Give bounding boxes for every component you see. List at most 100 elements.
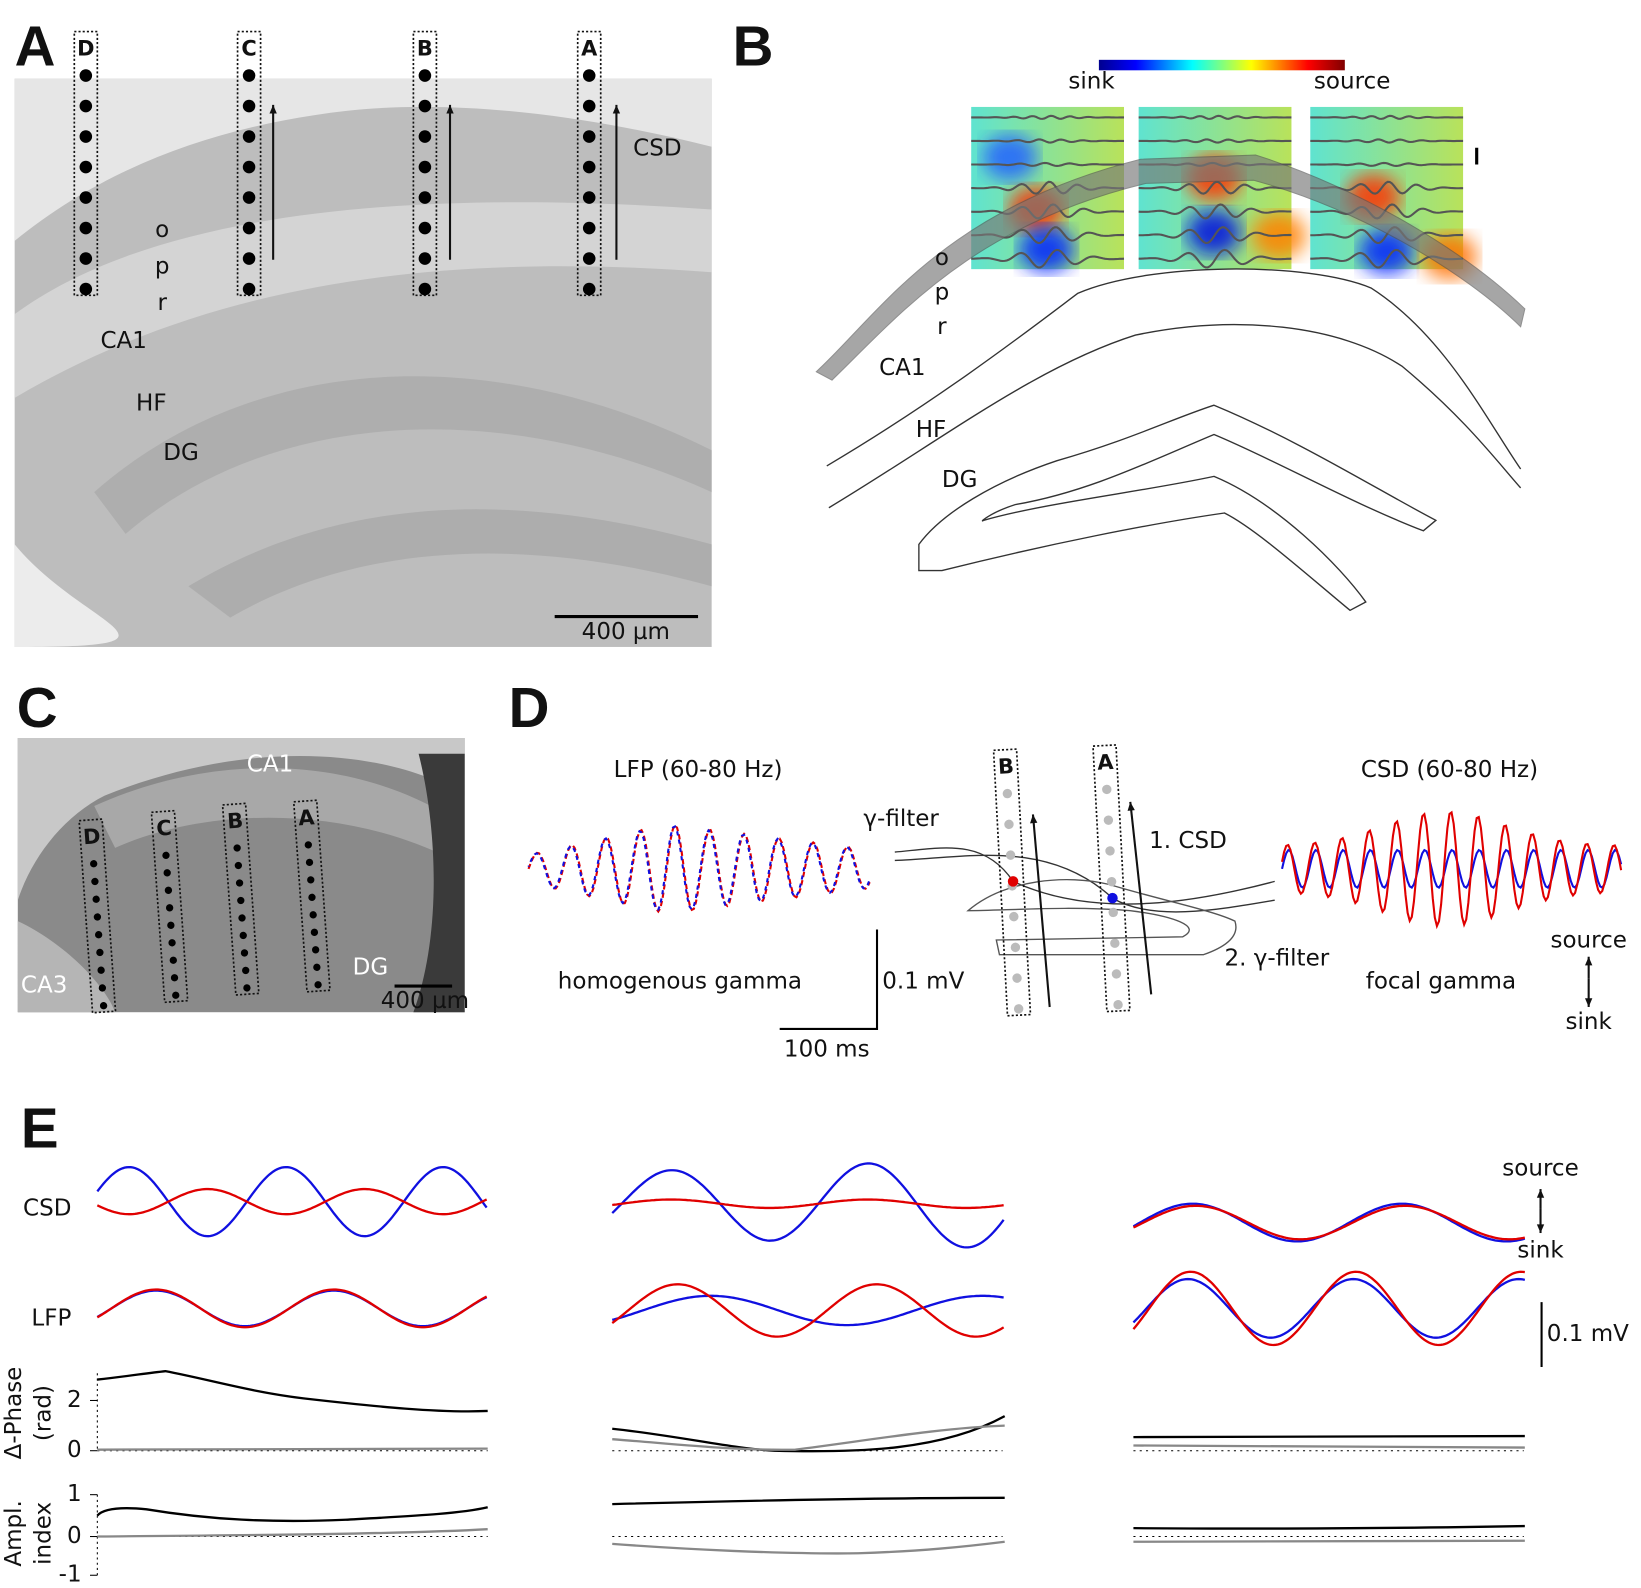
tick-label: -1 (59, 1562, 82, 1588)
tissue-dark (413, 753, 465, 1013)
tick-label: 0 (67, 1437, 82, 1463)
electrode-site (162, 851, 170, 860)
electrode-site (582, 282, 596, 296)
electrode-site (1103, 815, 1114, 825)
tissue-band (188, 509, 712, 618)
trace (971, 248, 1125, 269)
electrode: C (236, 30, 262, 297)
electrode-site (91, 877, 99, 886)
axis-label: Δ-Phase (1, 1367, 27, 1460)
region-label: HF (916, 417, 947, 443)
tissue-light (17, 738, 465, 901)
electrode: A (1092, 744, 1131, 1013)
electrode-site (1012, 973, 1022, 983)
annotation: source (1502, 1156, 1578, 1182)
row-label: CSD (23, 1195, 71, 1221)
scale-label: 400 µm (381, 988, 469, 1014)
trace (1138, 203, 1292, 220)
electrode-site (164, 886, 173, 894)
electrode-site (242, 69, 256, 82)
electrode-site (79, 99, 93, 113)
connector (894, 847, 1014, 882)
electrode: B (221, 802, 260, 996)
electrode-site (1013, 1004, 1024, 1014)
electrode-site (418, 130, 432, 143)
trace (1138, 114, 1292, 120)
trace (1138, 226, 1292, 245)
trace (612, 1496, 1005, 1506)
electrode-site (582, 69, 596, 82)
trace (97, 1528, 488, 1538)
electrode-site (1110, 938, 1120, 948)
connector (1012, 880, 1275, 905)
trace (527, 824, 871, 912)
scale-label: 0.1 mV (1547, 1321, 1629, 1347)
electrode-site (304, 841, 312, 849)
region-label: HF (136, 391, 167, 417)
panel-label: E (21, 1096, 59, 1159)
electrode-site (165, 904, 174, 912)
tissue-light (14, 78, 712, 241)
electrode-site (1002, 788, 1013, 799)
trace (96, 1165, 488, 1238)
electrode-frame (150, 809, 189, 1004)
electrode: D (78, 818, 117, 1014)
arrow-label: CSD (633, 135, 681, 161)
electrode-site (305, 858, 314, 867)
scale-label: 0.1 mV (882, 968, 964, 994)
electrode-site (242, 160, 256, 174)
electrode-site (99, 1002, 108, 1010)
electrode-site (237, 896, 245, 905)
colorbar-label: sink (1068, 68, 1115, 94)
electrode-site (233, 844, 241, 852)
electrode-site (308, 893, 316, 902)
trace (1133, 1444, 1525, 1449)
electrode-site (418, 99, 432, 113)
trace (1138, 138, 1292, 144)
trace (1138, 180, 1292, 195)
arrow-shaft (1031, 814, 1051, 1008)
trace (612, 1540, 1005, 1555)
electrode-site (310, 928, 319, 936)
electrode-site (79, 130, 93, 143)
annotation: γ-filter (863, 806, 939, 832)
electrode: B (412, 30, 438, 297)
electrode-site (167, 921, 175, 929)
recording-site (1107, 892, 1118, 904)
trace-caption: focal gamma (1366, 968, 1516, 994)
electrode-site (242, 221, 256, 235)
electrode-site (314, 981, 322, 989)
electrode-site (582, 99, 596, 113)
tissue-band (94, 376, 712, 534)
electrode-site (92, 895, 100, 903)
scale-label: 400 µm (582, 619, 670, 645)
electrode-site (1005, 850, 1016, 860)
electrode-site (79, 252, 93, 265)
electrode-frame (292, 799, 331, 993)
electrode-frame (1092, 744, 1131, 1013)
trace (96, 1289, 488, 1328)
arrow-head (1127, 801, 1135, 811)
electrode-site (418, 160, 432, 174)
electrode-frame (992, 748, 1032, 1017)
electrode-site (418, 221, 432, 235)
region-label: CA1 (247, 752, 293, 778)
trace (612, 1415, 1006, 1453)
trace (97, 1447, 488, 1451)
region-label: CA1 (100, 328, 146, 354)
electrode-site (1108, 907, 1118, 918)
electrode-site (79, 282, 93, 296)
trace (1132, 1204, 1526, 1241)
arrow-shaft (1129, 801, 1153, 995)
annotation: sink (1566, 1009, 1613, 1035)
electrode-site (170, 974, 179, 982)
region-label: DG (353, 955, 389, 981)
trace (97, 1370, 488, 1413)
arrow-head (1536, 1189, 1545, 1198)
region-label: DG (163, 440, 199, 466)
pyramidal-band (815, 154, 1526, 381)
trace (1310, 114, 1464, 120)
trace-title: LFP (60-80 Hz) (614, 757, 783, 783)
axis-label: (rad) (30, 1385, 56, 1441)
